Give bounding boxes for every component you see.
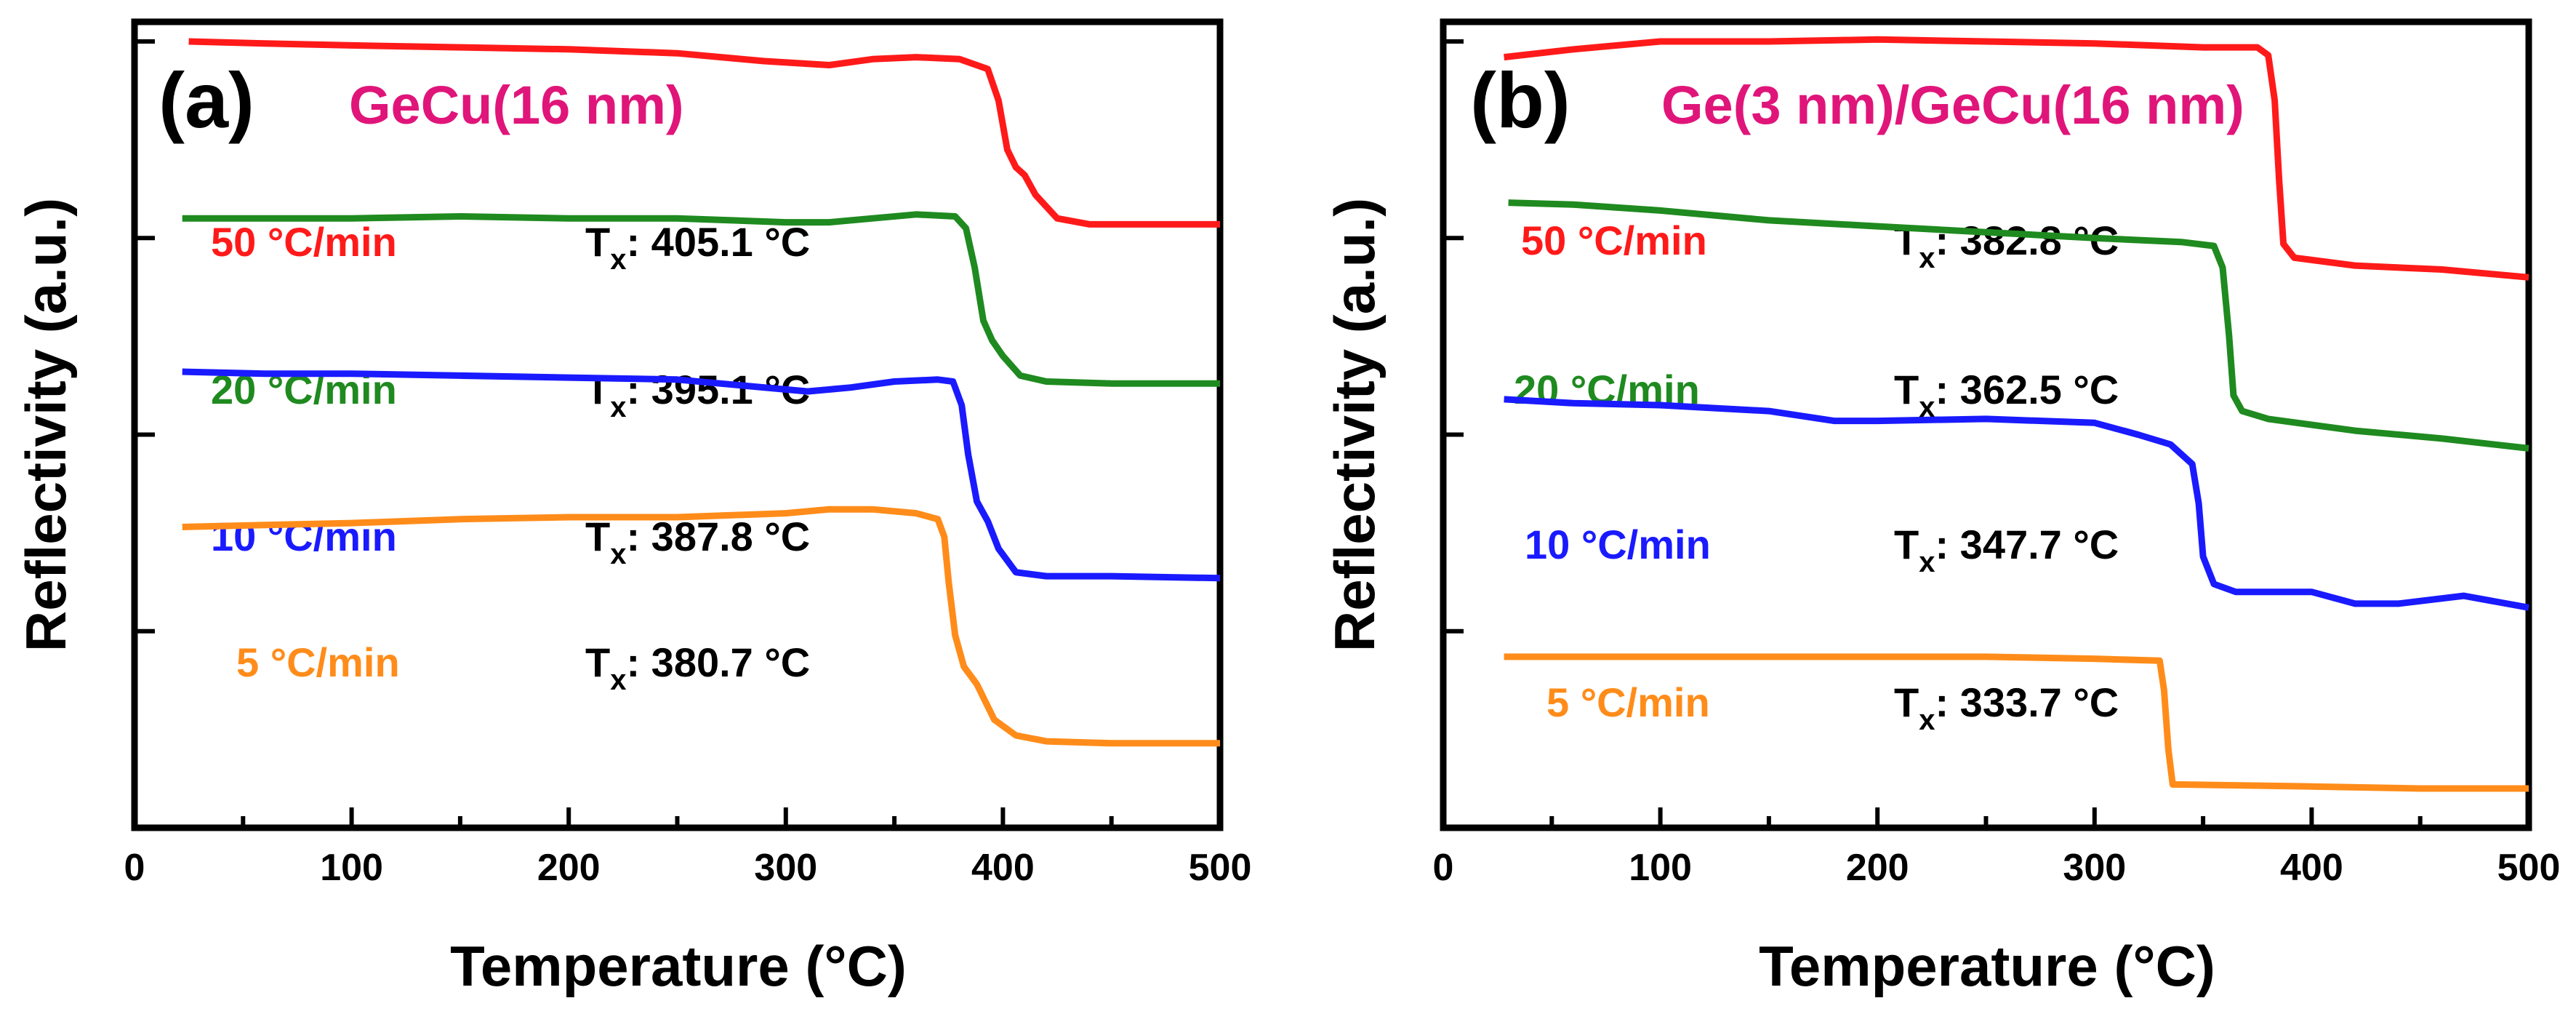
- tx-subscript: x: [610, 391, 626, 423]
- tx-symbol: T: [1894, 679, 1919, 725]
- series-rate-label: 10 °C/min: [1525, 522, 1711, 567]
- series-line-50-c-per-min: [188, 38, 1220, 228]
- crystallization-temperature-label: Tx: 347.7 °C: [1894, 522, 2119, 578]
- x-tick-label: 200: [1846, 847, 1909, 889]
- x-tick-label: 0: [1433, 847, 1454, 889]
- crystallization-temperature-label: Tx: 333.7 °C: [1894, 679, 2119, 736]
- tx-value: : 405.1 °C: [626, 219, 810, 265]
- series-line-20-c-per-min: [182, 211, 1220, 387]
- tx-subscript: x: [610, 244, 626, 276]
- series-rate-label: 5 °C/min: [236, 639, 400, 685]
- tx-symbol: T: [585, 367, 610, 412]
- crystallization-temperature-label: Tx: 380.7 °C: [585, 639, 810, 696]
- x-axis-title: Temperature (°C): [1759, 934, 2215, 998]
- tx-value: : 347.7 °C: [1935, 522, 2119, 567]
- crystallization-temperature-label: Tx: 405.1 °C: [585, 219, 810, 276]
- tx-symbol: T: [585, 639, 610, 685]
- x-tick-label: 300: [754, 847, 817, 889]
- x-tick-label: 500: [1189, 847, 1252, 889]
- tx-subscript: x: [1919, 242, 1935, 274]
- crystallization-temperature-label: Tx: 362.5 °C: [1894, 367, 2119, 423]
- tx-symbol: T: [1894, 522, 1919, 567]
- tx-value: : 362.5 °C: [1935, 367, 2119, 412]
- series-line-10-c-per-min: [1504, 396, 2529, 611]
- x-tick-label: 0: [124, 847, 145, 889]
- tx-subscript: x: [1919, 546, 1935, 578]
- x-tick-label: 300: [2063, 847, 2126, 889]
- y-axis-title: Reflectivity (a.u.): [14, 198, 78, 652]
- panel-label: (b): [1470, 56, 1570, 144]
- x-tick-label: 200: [537, 847, 601, 889]
- series-rate-label: 50 °C/min: [211, 219, 397, 265]
- series-line-5-c-per-min: [1504, 653, 2529, 792]
- tx-subscript: x: [610, 664, 626, 696]
- x-axis-title: Temperature (°C): [450, 934, 907, 998]
- series-rate-label: 5 °C/min: [1546, 679, 1710, 725]
- tx-subscript: x: [1919, 704, 1935, 736]
- y-axis-title: Reflectivity (a.u.): [1323, 198, 1387, 652]
- tx-symbol: T: [1894, 367, 1919, 412]
- tx-value: : 380.7 °C: [626, 639, 810, 685]
- tx-value: : 387.8 °C: [626, 514, 810, 559]
- plot-frame: [131, 18, 1224, 831]
- tx-subscript: x: [610, 538, 626, 570]
- chart-title: GeCu(16 nm): [349, 75, 684, 135]
- tx-symbol: T: [585, 514, 610, 559]
- series-line-20-c-per-min: [1508, 199, 2529, 452]
- x-tick-label: 100: [320, 847, 383, 889]
- chart-title: Ge(3 nm)/GeCu(16 nm): [1661, 75, 2244, 135]
- tx-subscript: x: [1919, 391, 1935, 423]
- x-tick-label: 500: [2497, 847, 2561, 889]
- panel-label: (a): [159, 56, 254, 144]
- x-tick-label: 400: [971, 847, 1035, 889]
- series-line-10-c-per-min: [182, 368, 1221, 582]
- x-tick-label: 400: [2280, 847, 2343, 889]
- tx-value: : 333.7 °C: [1935, 679, 2119, 725]
- series-line-5-c-per-min: [182, 506, 1220, 747]
- crystallization-temperature-label: Tx: 387.8 °C: [585, 514, 810, 570]
- series-line-50-c-per-min: [1504, 36, 2529, 281]
- tx-symbol: T: [585, 219, 610, 265]
- x-tick-label: 100: [1629, 847, 1692, 889]
- series-rate-label: 50 °C/min: [1521, 217, 1707, 263]
- crystallization-temperature-label: Tx: 395.1 °C: [585, 367, 810, 423]
